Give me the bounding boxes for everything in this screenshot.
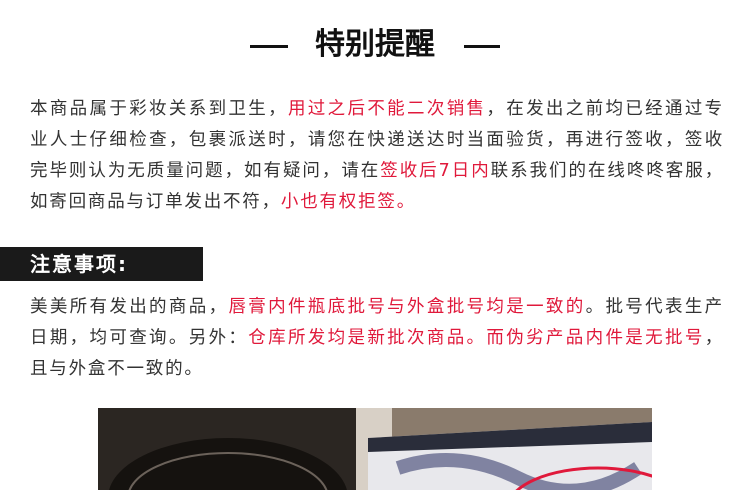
- section-bar: 注意事项:: [0, 247, 203, 281]
- section-paragraph: 美美所有发出的商品，唇膏内件瓶底批号与外盒批号均是一致的。批号代表生产日期，均可…: [30, 292, 724, 385]
- notice-paragraph: 本商品属于彩妆关系到卫生，用过之后不能二次销售，在发出之前均已经通过专业人士仔细…: [30, 94, 724, 218]
- title: 特别提醒: [315, 27, 435, 62]
- highlight-text: 用过之后不能二次销售: [287, 99, 487, 119]
- highlight-text: 小也有权拒签。: [280, 192, 417, 212]
- section-title: 注意事项:: [30, 252, 128, 276]
- highlight-text: 仓库所发均是新批次商品。而伪劣产品内件是无批号: [248, 328, 705, 348]
- title-dash: [250, 45, 288, 48]
- body-text: 本商品属于彩妆关系到卫生，: [30, 99, 288, 119]
- body-text: 联系我们的在线咚咚客服，如寄回商品与订单发出不符，: [30, 161, 724, 212]
- photo-drawing: [98, 408, 652, 490]
- body-text: 。批号代表生产日期，均可查询。另外：: [30, 297, 724, 348]
- title-dash: [464, 45, 500, 48]
- product-photo: [98, 408, 652, 490]
- body-text: ，在发出之前均已经通过专业人士仔细检查，包裹派送时，请您在快递送达时当面验货，再…: [30, 99, 724, 181]
- highlight-text: 签收后7日内: [380, 161, 491, 181]
- highlight-text: 唇膏内件瓶底批号与外盒批号均是一致的: [228, 297, 586, 317]
- body-text: ，且与外盒不一致的。: [30, 328, 724, 379]
- body-text: 美美所有发出的商品，: [30, 297, 229, 317]
